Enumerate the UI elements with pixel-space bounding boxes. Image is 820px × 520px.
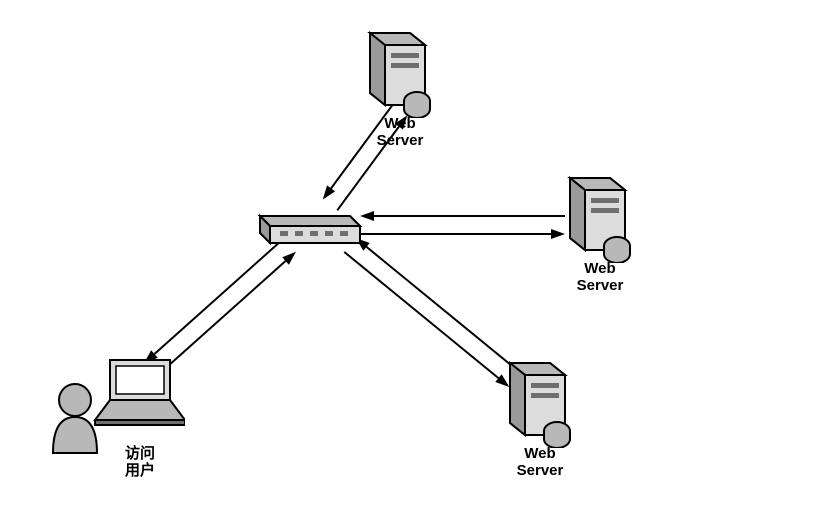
web-server-2-label: Web Server	[550, 260, 650, 295]
web-server-3-label: Web Server	[490, 445, 590, 480]
server-icon	[555, 168, 645, 263]
user-node: 访问 用户	[45, 345, 185, 460]
web-server-1-label: Web Server	[350, 115, 450, 150]
switch-node	[255, 198, 365, 258]
user-label: 访问 用户	[90, 445, 190, 480]
server-icon	[495, 353, 585, 448]
web-server-2-node: Web Server	[555, 168, 645, 268]
web-server-1-node: Web Server	[355, 23, 445, 123]
switch-icon	[255, 198, 365, 253]
user-laptop-icon	[45, 345, 185, 455]
server-icon	[355, 23, 445, 118]
diagram-canvas: 访问 用户 Web	[0, 0, 820, 520]
web-server-3-node: Web Server	[495, 353, 585, 453]
